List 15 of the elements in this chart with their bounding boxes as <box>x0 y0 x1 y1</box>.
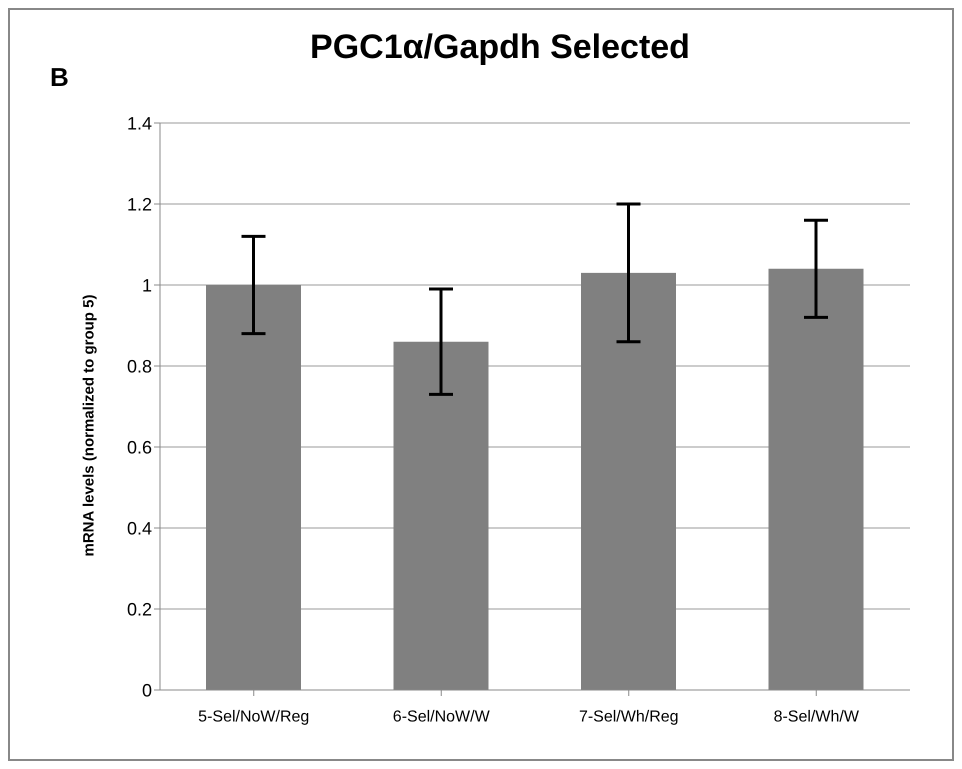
text: B <box>50 62 69 93</box>
y-tick-label: 1.4 <box>126 113 152 134</box>
x-tick-label: 6-Sel/NoW/W <box>392 708 491 726</box>
y-tick-label: 1.2 <box>126 194 152 214</box>
y-tick-label: 0.6 <box>126 437 152 458</box>
x-tick-label: 7-Sel/Wh/Reg <box>578 708 679 726</box>
y-tick-label: 1 <box>142 275 152 296</box>
y-tick-label: 0 <box>142 680 152 700</box>
chart-title: PGC1α/Gapdh Selected <box>310 28 690 66</box>
x-tick-label: 5-Sel/NoW/Reg <box>198 708 310 726</box>
x-tick-label: 8-Sel/Wh/W <box>774 708 860 726</box>
y-axis-title: mRNA levels (normalized to group 5) <box>80 294 98 556</box>
y-tick-label: 0.8 <box>126 356 152 376</box>
y-tick-label: 0.2 <box>126 599 152 620</box>
y-tick-label: 0.4 <box>126 518 152 538</box>
